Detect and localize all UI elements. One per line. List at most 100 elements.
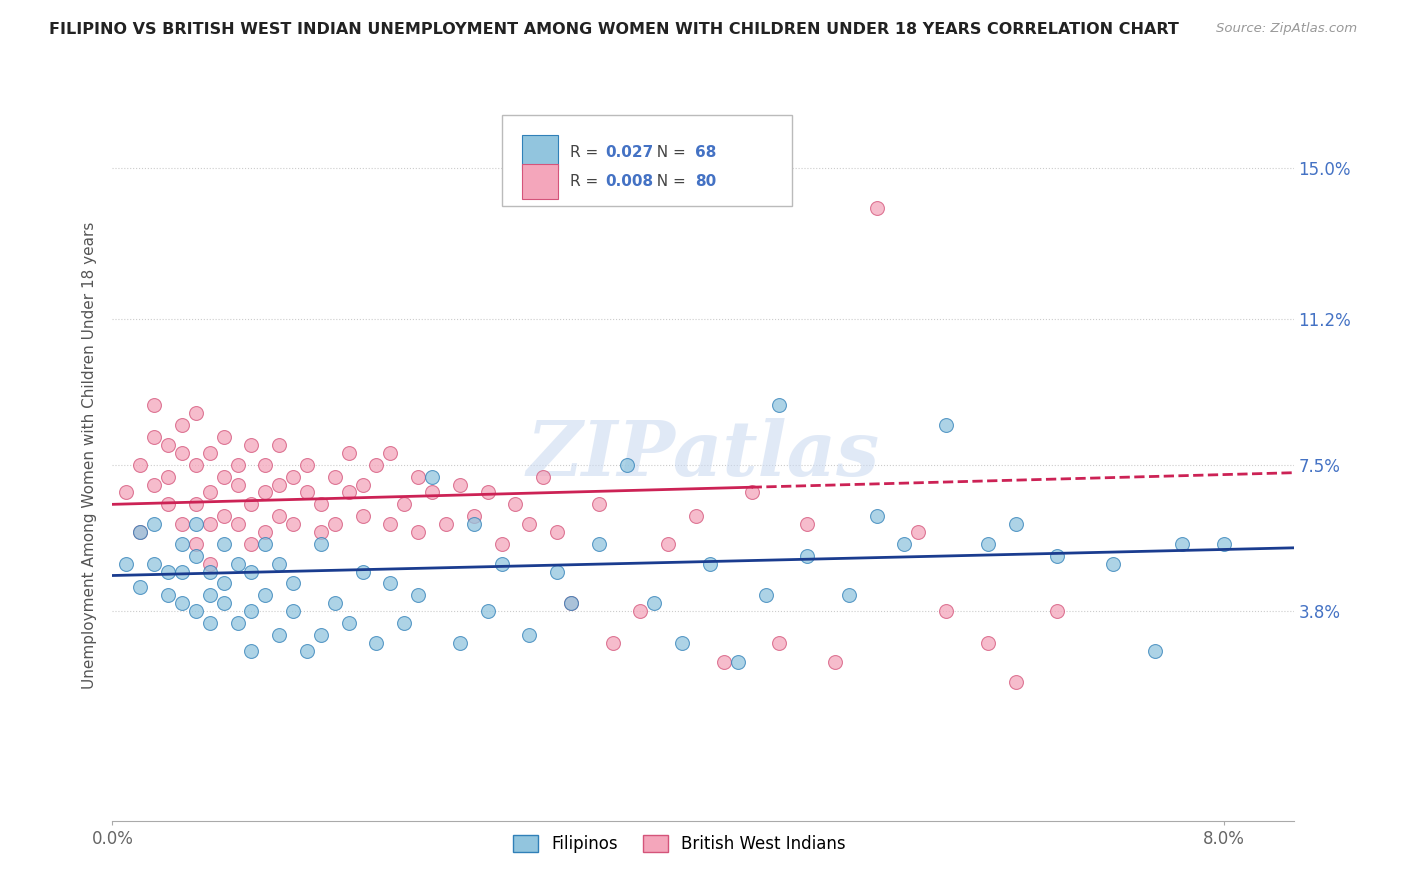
Point	[977, 636, 1000, 650]
Point	[269, 438, 291, 452]
Point	[184, 549, 207, 563]
Text: 0.008: 0.008	[605, 174, 654, 189]
Point	[269, 628, 291, 642]
Point	[420, 485, 443, 500]
Point	[323, 469, 346, 483]
Point	[420, 469, 443, 483]
Point	[1102, 557, 1125, 571]
Point	[254, 458, 277, 472]
Point	[824, 656, 846, 670]
Point	[588, 497, 610, 511]
Point	[768, 636, 790, 650]
Point	[269, 509, 291, 524]
Point	[170, 565, 193, 579]
Text: FILIPINO VS BRITISH WEST INDIAN UNEMPLOYMENT AMONG WOMEN WITH CHILDREN UNDER 18 : FILIPINO VS BRITISH WEST INDIAN UNEMPLOY…	[49, 22, 1180, 37]
Point	[143, 477, 166, 491]
Point	[531, 469, 554, 483]
Point	[477, 485, 499, 500]
Point	[157, 565, 180, 579]
Point	[893, 537, 915, 551]
Point	[212, 596, 235, 610]
Point	[935, 418, 957, 433]
Point	[254, 524, 277, 539]
Point	[380, 517, 402, 532]
Point	[838, 588, 860, 602]
Point	[143, 557, 166, 571]
Point	[269, 477, 291, 491]
Point	[337, 615, 360, 630]
Point	[491, 537, 513, 551]
Y-axis label: Unemployment Among Women with Children Under 18 years: Unemployment Among Women with Children U…	[82, 221, 97, 689]
Point	[309, 497, 332, 511]
Point	[727, 656, 749, 670]
Point	[463, 517, 485, 532]
Point	[184, 497, 207, 511]
Point	[588, 537, 610, 551]
Point	[295, 643, 318, 657]
Point	[337, 485, 360, 500]
Point	[129, 458, 152, 472]
Point	[866, 509, 889, 524]
Point	[560, 596, 582, 610]
Point	[226, 517, 249, 532]
Point	[366, 636, 388, 650]
Point	[713, 656, 735, 670]
Point	[616, 458, 638, 472]
Point	[170, 537, 193, 551]
Point	[560, 596, 582, 610]
Point	[170, 596, 193, 610]
Point	[323, 517, 346, 532]
Text: R =: R =	[569, 145, 603, 160]
Point	[198, 446, 221, 460]
Point	[657, 537, 679, 551]
Point	[406, 588, 429, 602]
Point	[1004, 517, 1026, 532]
Point	[254, 537, 277, 551]
Point	[1143, 643, 1166, 657]
Point	[796, 549, 818, 563]
Point	[240, 497, 263, 511]
Point	[768, 399, 790, 413]
Point	[754, 588, 776, 602]
Point	[115, 485, 138, 500]
Point	[240, 537, 263, 551]
Point	[226, 477, 249, 491]
Text: 68: 68	[695, 145, 716, 160]
Point	[170, 446, 193, 460]
Point	[198, 588, 221, 602]
Point	[170, 418, 193, 433]
Point	[505, 497, 527, 511]
Point	[517, 517, 540, 532]
Point	[184, 517, 207, 532]
Point	[212, 469, 235, 483]
Point	[240, 565, 263, 579]
Point	[394, 615, 416, 630]
Point	[281, 469, 304, 483]
Point	[866, 201, 889, 215]
Point	[741, 485, 763, 500]
Point	[546, 565, 568, 579]
Point	[157, 497, 180, 511]
Text: 80: 80	[695, 174, 716, 189]
Point	[380, 576, 402, 591]
Point	[352, 477, 374, 491]
Text: N =: N =	[648, 174, 692, 189]
Legend: Filipinos, British West Indians: Filipinos, British West Indians	[506, 829, 852, 860]
Point	[254, 588, 277, 602]
Point	[184, 537, 207, 551]
Point	[184, 458, 207, 472]
Point	[240, 604, 263, 618]
Point	[198, 565, 221, 579]
Point	[406, 524, 429, 539]
Point	[281, 576, 304, 591]
Point	[198, 557, 221, 571]
Point	[143, 517, 166, 532]
Point	[935, 604, 957, 618]
Point	[184, 604, 207, 618]
Point	[643, 596, 665, 610]
Point	[129, 524, 152, 539]
Point	[198, 485, 221, 500]
Text: 0.027: 0.027	[605, 145, 654, 160]
Point	[491, 557, 513, 571]
Point	[323, 596, 346, 610]
